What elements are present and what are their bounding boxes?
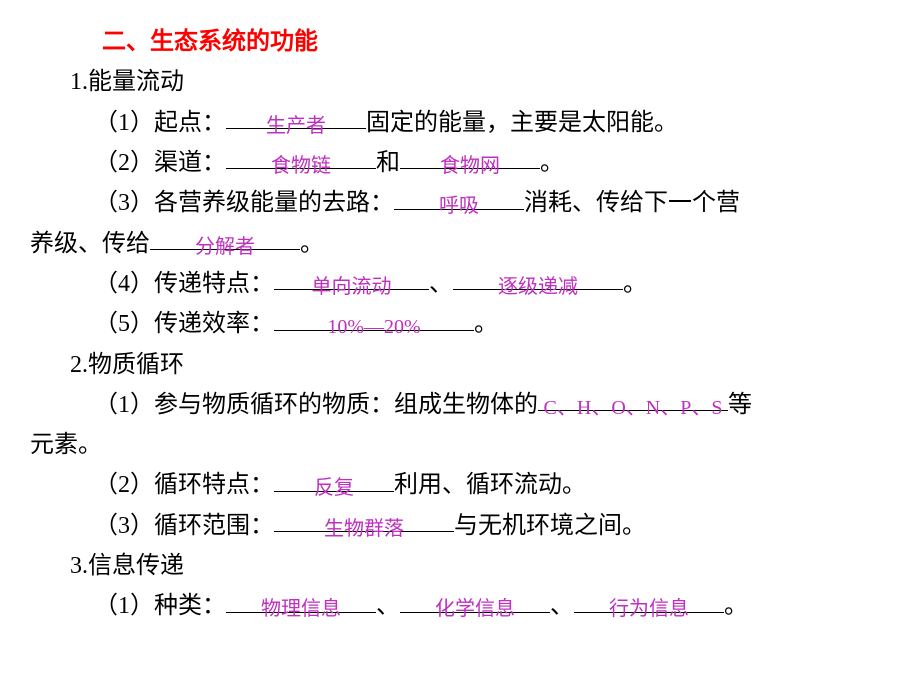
text: 。 <box>474 311 498 337</box>
blank-oneway: 单向流动 <box>274 264 429 290</box>
fill: 行为信息 <box>609 598 689 620</box>
fill: 单向流动 <box>312 276 392 298</box>
fill: 物理信息 <box>261 598 341 620</box>
blank-decomposer: 分解者 <box>150 224 300 250</box>
fill: 逐级递减 <box>498 276 578 298</box>
line-2-2: （2）循环特点：反复利用、循环流动。 <box>30 465 890 505</box>
text: （1）种类： <box>94 593 226 619</box>
text: 、 <box>429 271 453 297</box>
line-1-2: （2）渠道：食物链和食物网。 <box>30 143 890 183</box>
text: 、 <box>550 593 574 619</box>
text: （4）传递特点： <box>94 271 274 297</box>
text: 。 <box>724 593 748 619</box>
text: （2）循环特点： <box>94 472 274 498</box>
fill: C、H、O、N、P、S <box>544 397 723 419</box>
blank-decrease: 逐级递减 <box>453 264 623 290</box>
line-1-3-wrap: 养级、传给分解者。 <box>30 224 890 264</box>
text: 。 <box>623 271 647 297</box>
blank-foodweb: 食物网 <box>400 143 540 169</box>
line-3-1: （1）种类：物理信息、化学信息、行为信息。 <box>30 586 890 626</box>
line-2-1: （1）参与物质循环的物质：组成生物体的C、H、O、N、P、S等 <box>30 385 890 425</box>
blank-repeat: 反复 <box>274 465 394 491</box>
text: （1）参与物质循环的物质：组成生物体的 <box>94 392 538 418</box>
text: （2）渠道： <box>94 150 226 176</box>
line-1-3: （3）各营养级能量的去路：呼吸消耗、传给下一个营 <box>30 183 890 223</box>
fill: 分解者 <box>195 236 255 258</box>
section-heading: 二、生态系统的功能 <box>30 22 890 62</box>
line-1-4: （4）传递特点：单向流动、逐级递减。 <box>30 264 890 304</box>
subsection-2-title: 2.物质循环 <box>30 345 890 385</box>
blank-efficiency: 10%—20% <box>274 304 474 330</box>
text: 等 <box>728 392 752 418</box>
fill: 化学信息 <box>435 598 515 620</box>
text: （3）循环范围： <box>94 513 274 539</box>
line-1-1: （1）起点：生产者固定的能量，主要是太阳能。 <box>30 103 890 143</box>
text: 养级、传给 <box>30 231 150 257</box>
blank-breath: 呼吸 <box>394 183 524 209</box>
fill: 食物网 <box>440 155 500 177</box>
fill: 生物群落 <box>324 518 404 540</box>
blank-info2: 化学信息 <box>400 586 550 612</box>
heading-text: 二、生态系统的功能 <box>102 29 318 55</box>
line-2-1-wrap: 元素。 <box>30 425 890 465</box>
text: 。 <box>300 231 324 257</box>
fill: 生产者 <box>266 115 326 137</box>
fill: 反复 <box>314 477 354 499</box>
blank-producer: 生产者 <box>226 103 366 129</box>
text: 消耗、传给下一个营 <box>524 190 740 216</box>
fill: 10%—20% <box>327 316 420 338</box>
fill: 食物链 <box>271 155 331 177</box>
line-2-3: （3）循环范围：生物群落与无机环境之间。 <box>30 506 890 546</box>
text: 利用、循环流动。 <box>394 472 586 498</box>
line-1-5: （5）传递效率：10%—20%。 <box>30 304 890 344</box>
text: 与无机环境之间。 <box>454 513 646 539</box>
blank-info1: 物理信息 <box>226 586 376 612</box>
text: （5）传递效率： <box>94 311 274 337</box>
text: 、 <box>376 593 400 619</box>
blank-info3: 行为信息 <box>574 586 724 612</box>
text: （3）各营养级能量的去路： <box>94 190 394 216</box>
text: 和 <box>376 150 400 176</box>
text: （1）起点： <box>94 110 226 136</box>
blank-foodchain: 食物链 <box>226 143 376 169</box>
subsection-1-title: 1.能量流动 <box>30 62 890 102</box>
text: 固定的能量，主要是太阳能。 <box>366 110 678 136</box>
text: 。 <box>540 150 564 176</box>
blank-elements: C、H、O、N、P、S <box>538 385 728 411</box>
subsection-3-title: 3.信息传递 <box>30 546 890 586</box>
blank-community: 生物群落 <box>274 506 454 532</box>
fill: 呼吸 <box>439 195 479 217</box>
